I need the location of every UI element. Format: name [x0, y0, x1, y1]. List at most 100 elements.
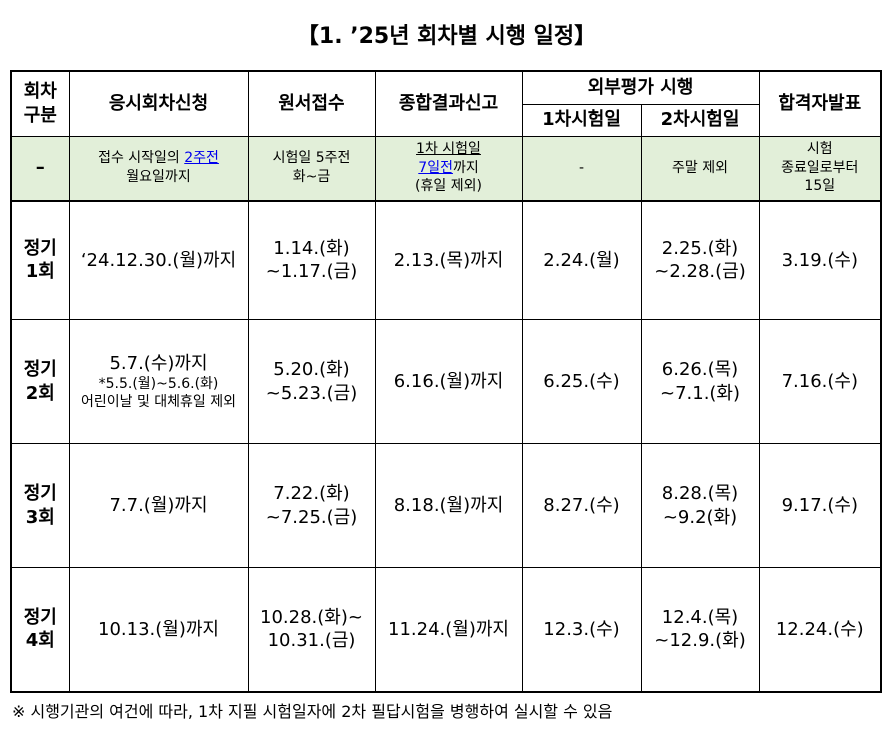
data-cell: 9.17.(수) [758, 443, 882, 568]
cell-text: 6.26.(목) [661, 359, 739, 381]
data-cell: 5.7.(수)까지 *5.5.(월)~5.6.(화) 어린이날 및 대체휴일 제외 [68, 319, 249, 444]
cell-text: 10.28.(화)~ [260, 606, 363, 628]
footnote: ※ 시행기관의 여건에 따라, 1차 지필 시험일자에 2차 필답시험을 병행하… [12, 702, 613, 721]
header-cell: 1차시험일 [521, 103, 642, 137]
rule-cell: - [521, 135, 642, 202]
data-cell: 정기 3회 [10, 443, 70, 568]
cell-text: ~7.25.(금) [265, 506, 358, 528]
header-cell: 응시회차신청 [68, 70, 249, 137]
header-text: 구분 [23, 104, 57, 126]
data-cell: 2.13.(목)까지 [374, 200, 523, 320]
rule-text: 월요일까지 [126, 169, 191, 185]
cell-text: 2회 [25, 382, 55, 404]
data-cell: 2.25.(화) ~2.28.(금) [640, 200, 760, 320]
cell-text: 1.14.(화) [273, 237, 350, 259]
cell-text: 12.3.(수) [543, 618, 620, 640]
data-cell: 6.26.(목) ~7.1.(화) [640, 319, 760, 444]
header-row: 1차시험일 2차시험일 [11, 103, 881, 137]
header-cell: 회차 구분 [10, 70, 70, 137]
cell-text: 7.16.(수) [781, 370, 858, 392]
rule-line: 7일전까지 [376, 159, 522, 178]
cell-text: 8.28.(목) [661, 483, 739, 505]
cell-text: 8.18.(월)까지 [393, 494, 504, 516]
data-row: 정기 4회 10.13.(월)까지 10.28.(화)~ 10.31.(금) 11.24.… [10, 567, 882, 692]
cell-text: ‘24.12.30.(월)까지 [80, 249, 237, 271]
data-cell: 2.24.(월) [521, 200, 642, 320]
rule-text: 2주전 [184, 150, 219, 167]
header-text: 회차 [23, 81, 57, 103]
data-cell: 5.20.(화) ~5.23.(금) [247, 319, 376, 444]
rule-text: 시험일 5주전 [272, 150, 351, 167]
header-cell: 원서접수 [247, 70, 376, 137]
data-cell: 정기 4회 [10, 567, 70, 692]
rule-cell: 접수 시작일의 2주전 월요일까지 [68, 135, 249, 202]
data-cell: ‘24.12.30.(월)까지 [68, 200, 249, 320]
header-cell: 외부평가 시행 [521, 70, 760, 105]
cell-text: 4회 [25, 630, 55, 652]
cell-text: 6.16.(월)까지 [393, 370, 504, 392]
cell-text: 2.13.(목)까지 [393, 249, 504, 271]
data-cell: 1.14.(화) ~1.17.(금) [247, 200, 376, 320]
cell-text: 2.24.(월) [543, 249, 620, 271]
cell-text: 12.4.(목) [661, 606, 739, 628]
schedule-table: 회차 구분 응시회차신청 원서접수 종합결과신고 외부평가 시행 합격자발표 1차… [10, 70, 883, 693]
cell-text: 9.17.(수) [781, 494, 858, 516]
rule-cell: – [10, 135, 70, 202]
cell-text: 5.7.(수)까지 [109, 352, 208, 374]
cell-text: 10.31.(금) [267, 630, 356, 652]
data-cell: 10.13.(월)까지 [68, 567, 249, 692]
cell-text: 정기 [23, 359, 57, 381]
cell-text: ~2.28.(금) [654, 261, 746, 283]
data-row: 정기 3회 7.7.(월)까지 7.22.(화) ~7.25.(금) 8.18.(월)까지… [10, 443, 882, 568]
cell-text: ~7.1.(화) [659, 382, 741, 404]
cell-text: ~9.2(화) [662, 506, 738, 528]
data-cell: 10.28.(화)~ 10.31.(금) [247, 567, 376, 692]
rule-text: 화~금 [292, 169, 331, 185]
rule-text: 7일전 [418, 159, 453, 176]
rule-text: 시험 [806, 140, 833, 157]
cell-text: 7.7.(월)까지 [109, 494, 208, 516]
cell-text: 정기 [23, 483, 57, 505]
rule-text: 종료일로부터 [781, 159, 859, 176]
data-cell: 6.16.(월)까지 [374, 319, 523, 444]
rule-text: 15일 [804, 178, 836, 195]
header-row: 회차 구분 응시회차신청 원서접수 종합결과신고 외부평가 시행 합격자발표 [10, 70, 882, 137]
cell-text: ~1.17.(금) [265, 261, 358, 283]
data-cell: 7.16.(수) [758, 319, 882, 444]
header-cell: 2차시험일 [640, 103, 760, 137]
rule-cell: 주말 제외 [640, 135, 760, 202]
data-cell: 정기 1회 [10, 200, 70, 320]
data-cell: 정기 2회 [10, 319, 70, 444]
cell-text: 8.27.(수) [543, 494, 620, 516]
cell-text: *5.5.(월)~5.6.(화) [98, 376, 219, 392]
rule-line: 접수 시작일의 2주전 [70, 149, 248, 168]
cell-text: 11.24.(월)까지 [388, 618, 509, 640]
cell-text: 1회 [25, 261, 55, 283]
cell-text: 정기 [23, 237, 57, 259]
header-cell: 종합결과신고 [374, 70, 523, 137]
data-cell: 7.7.(월)까지 [68, 443, 249, 568]
data-cell: 12.3.(수) [521, 567, 642, 692]
cell-text: 어린이날 및 대체휴일 제외 [80, 394, 237, 411]
rule-text: 1차 시험일 [416, 140, 481, 157]
data-row: 정기 2회 5.7.(수)까지 *5.5.(월)~5.6.(화) 어린이날 및 대체휴일… [10, 319, 882, 444]
data-cell: 11.24.(월)까지 [374, 567, 523, 692]
cell-text: 12.24.(수) [775, 618, 864, 640]
rule-cell: 1차 시험일 7일전까지 (휴일 제외) [374, 135, 523, 202]
data-cell: 6.25.(수) [521, 319, 642, 444]
data-row: 정기 1회 ‘24.12.30.(월)까지 1.14.(화) ~1.17.(금) 2.13… [10, 200, 882, 320]
cell-text: 7.22.(화) [273, 483, 350, 505]
data-cell: 12.4.(목) ~12.9.(화) [640, 567, 760, 692]
cell-text: 2.25.(화) [661, 237, 739, 259]
rule-text: (휴일 제외) [415, 178, 482, 195]
data-cell: 7.22.(화) ~7.25.(금) [247, 443, 376, 568]
data-cell: 8.18.(월)까지 [374, 443, 523, 568]
cell-text: 10.13.(월)까지 [98, 618, 219, 640]
rule-text: 까지 [452, 159, 479, 176]
data-cell: 3.19.(수) [758, 200, 882, 320]
cell-text: 6.25.(수) [543, 370, 620, 392]
